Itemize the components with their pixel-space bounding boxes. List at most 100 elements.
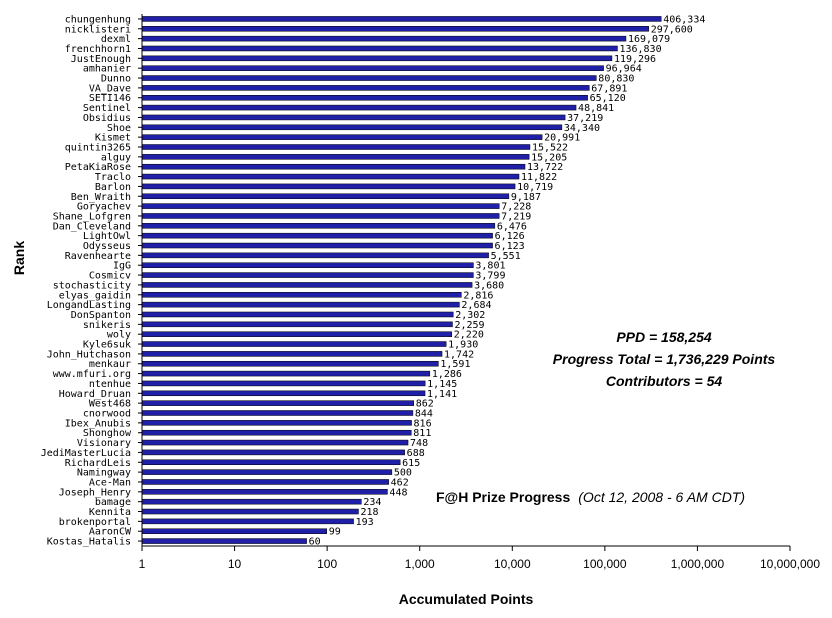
bar-53 bbox=[141, 538, 307, 544]
value-label: 7,219 bbox=[501, 211, 531, 222]
x-tick-label: 1 bbox=[139, 557, 146, 571]
bar-13 bbox=[141, 144, 531, 150]
bar-25 bbox=[141, 262, 474, 268]
bar-5 bbox=[141, 65, 604, 71]
category-label: JustEnough bbox=[71, 54, 131, 65]
value-label: 67,891 bbox=[591, 83, 627, 94]
bar-45 bbox=[141, 459, 401, 466]
value-label: 2,259 bbox=[454, 320, 484, 331]
value-label: 34,340 bbox=[564, 123, 600, 134]
category-label: AaronCW bbox=[89, 527, 132, 538]
bar-11 bbox=[141, 124, 563, 131]
bar-49 bbox=[141, 498, 362, 505]
value-label: 297,600 bbox=[651, 24, 693, 35]
category-label: JediMasterLucia bbox=[41, 448, 131, 459]
ppd-annotation: PPD = 158,254 bbox=[616, 329, 712, 345]
bar-20 bbox=[141, 213, 500, 219]
value-label: 7,228 bbox=[501, 202, 531, 213]
category-label: stochasticity bbox=[53, 280, 131, 291]
bar-22 bbox=[141, 232, 493, 239]
bar-32 bbox=[141, 331, 453, 337]
prize-title: F@H Prize Progress bbox=[436, 489, 570, 505]
bar-17 bbox=[141, 183, 516, 190]
category-label: alguy bbox=[101, 152, 131, 163]
category-label: Kyle6suk bbox=[83, 340, 131, 351]
value-label: 37,219 bbox=[567, 113, 603, 124]
x-tick-label: 1,000,000 bbox=[671, 557, 725, 571]
category-label: Ravenhearte bbox=[65, 251, 131, 262]
category-label: Howard_Druan bbox=[59, 389, 131, 400]
category-label: RichardLeis bbox=[65, 458, 131, 469]
x-tick-label: 10 bbox=[228, 557, 242, 571]
value-label: 844 bbox=[415, 409, 433, 420]
value-label: 6,123 bbox=[495, 241, 525, 252]
bar-43 bbox=[141, 439, 409, 446]
value-label: 99 bbox=[329, 527, 341, 538]
value-label: 15,522 bbox=[532, 143, 568, 154]
bar-27 bbox=[141, 282, 473, 288]
bar-21 bbox=[141, 223, 496, 229]
value-label: 406,334 bbox=[663, 14, 705, 25]
bar-50 bbox=[141, 508, 359, 515]
bar-9 bbox=[141, 104, 577, 111]
category-label: www.mfuri.org bbox=[53, 369, 131, 380]
prize-date: (Oct 12, 2008 - 6 AM CDT) bbox=[578, 489, 745, 505]
value-label: 2,684 bbox=[461, 300, 491, 311]
category-label: DonSpanton bbox=[71, 310, 131, 321]
category-label: menkaur bbox=[89, 359, 131, 370]
bar-46 bbox=[141, 469, 393, 475]
category-label: Ibex_Anubis bbox=[65, 418, 131, 429]
bar-40 bbox=[141, 410, 414, 416]
bar-29 bbox=[141, 301, 460, 308]
bar-2 bbox=[141, 35, 627, 42]
value-label: 80,830 bbox=[598, 74, 634, 85]
value-label: 13,722 bbox=[527, 162, 563, 173]
category-label: Shane_Lofgren bbox=[53, 211, 131, 222]
progress-total-annotation: Progress Total = 1,736,229 Points bbox=[553, 351, 776, 367]
value-label: 2,816 bbox=[463, 290, 493, 301]
bar-35 bbox=[141, 360, 439, 367]
category-label: Dan_Cleveland bbox=[53, 221, 131, 232]
value-label: 3,801 bbox=[475, 261, 505, 272]
value-label: 448 bbox=[389, 487, 407, 498]
category-label: PetaKiaRose bbox=[65, 162, 131, 173]
bar-52 bbox=[141, 528, 327, 534]
value-label: 1,286 bbox=[432, 369, 462, 380]
x-tick-label: 100 bbox=[317, 557, 337, 571]
value-label: 234 bbox=[363, 497, 381, 508]
category-label: Ben_Wraith bbox=[71, 192, 131, 203]
bar-24 bbox=[141, 252, 489, 259]
x-tick-label: 10,000,000 bbox=[760, 557, 820, 571]
category-label: Kostas_Hatalis bbox=[47, 537, 131, 548]
bar-33 bbox=[141, 341, 447, 347]
value-label: 119,296 bbox=[614, 54, 656, 65]
x-tick-label: 1,000 bbox=[405, 557, 435, 571]
category-label: John_Hutchason bbox=[47, 349, 131, 360]
value-label: 1,141 bbox=[427, 389, 457, 400]
category-label: nicklisteri bbox=[65, 24, 131, 35]
category-label: bamage bbox=[95, 497, 131, 508]
category-label: Sentinel bbox=[83, 103, 131, 114]
category-label: LongandLasting bbox=[47, 300, 131, 311]
bar-31 bbox=[141, 321, 453, 328]
value-label: 1,930 bbox=[448, 340, 478, 351]
bar-0 bbox=[141, 16, 662, 22]
bar-6 bbox=[141, 75, 597, 81]
bar-7 bbox=[141, 85, 590, 91]
bar-4 bbox=[141, 55, 613, 62]
category-label: Namingway bbox=[77, 468, 131, 479]
bar-37 bbox=[141, 380, 426, 387]
bar-34 bbox=[141, 351, 443, 357]
category-label: ntenhue bbox=[89, 379, 131, 390]
category-label: Kismet bbox=[95, 133, 131, 144]
value-label: 2,220 bbox=[454, 330, 484, 341]
value-label: 96,964 bbox=[606, 64, 642, 75]
category-label: brokenportal bbox=[59, 517, 131, 528]
value-label: 48,841 bbox=[578, 103, 614, 114]
bar-44 bbox=[141, 449, 405, 456]
value-label: 862 bbox=[416, 399, 434, 410]
value-label: 9,187 bbox=[511, 192, 541, 203]
category-label: Traclo bbox=[95, 172, 131, 183]
category-label: Obsidius bbox=[83, 113, 131, 124]
